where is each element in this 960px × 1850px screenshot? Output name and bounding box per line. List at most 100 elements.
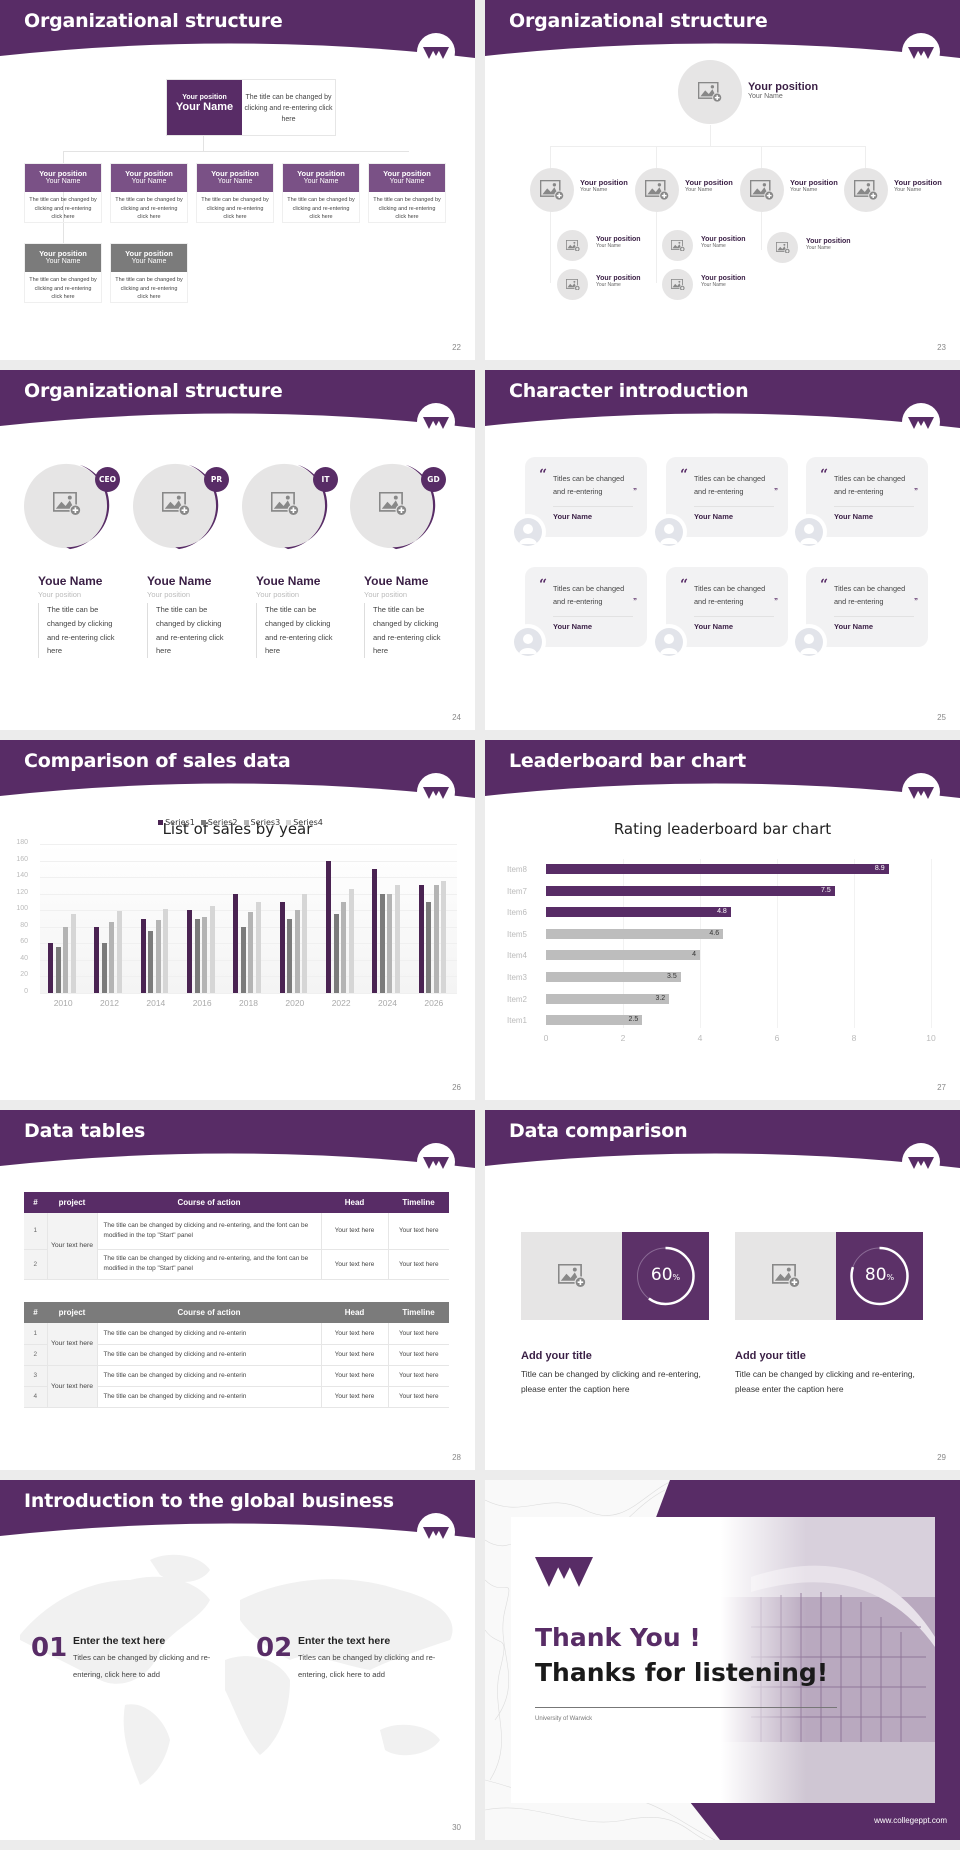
card-position: Your position [125, 169, 173, 178]
connector-line [63, 151, 409, 152]
level3-photo-placeholder[interactable] [662, 269, 693, 300]
avatar[interactable] [651, 624, 687, 660]
head-cell: Your text here [321, 1365, 389, 1387]
table-row[interactable]: 1 Your text here The title can be changed … [24, 1323, 449, 1366]
level2-photo-placeholder[interactable] [635, 168, 679, 212]
level2-photo-placeholder[interactable] [844, 168, 888, 212]
image-placeholder[interactable] [735, 1232, 836, 1320]
divider [834, 506, 914, 507]
bar-value-label: 3.5 [667, 973, 677, 980]
level2-photo-placeholder[interactable] [740, 168, 784, 212]
image-placeholder-icon [565, 278, 580, 291]
gridline [40, 860, 457, 862]
org-card[interactable]: Your position Your Name The title can be … [110, 243, 188, 303]
avatar[interactable] [510, 514, 546, 550]
university-name: University of Warwick [535, 1716, 593, 1722]
close-quote-icon: ” [774, 597, 778, 606]
slide-23[interactable]: Organizational structure Your position Yo… [485, 0, 960, 360]
bar [155, 920, 161, 993]
org-card[interactable]: Your position Your Name The title can be … [110, 163, 188, 223]
org-card[interactable]: Your position Your Name The title can be … [282, 163, 360, 223]
photo-placeholder[interactable] [378, 491, 408, 521]
photo-placeholder[interactable] [161, 491, 191, 521]
level3-photo-placeholder[interactable] [557, 269, 588, 300]
quote-author: Your Name [834, 622, 874, 631]
open-quote-icon: “ [680, 577, 689, 593]
person-avatar-icon [800, 524, 818, 544]
slide-header: Introduction to the global business [0, 1480, 475, 1560]
quote-card[interactable]: “ Titles can be changed and re-entering ”… [525, 457, 647, 537]
quote-author: Your Name [553, 622, 593, 631]
avatar[interactable] [651, 514, 687, 550]
y-tick: 40 [20, 954, 28, 962]
slide-31[interactable]: Thank You ! Thanks for listening! Univer… [485, 1480, 960, 1840]
image-placeholder-icon [565, 239, 580, 252]
slide-30[interactable]: Introduction to the global business 01 E… [0, 1480, 475, 1840]
quote-card[interactable]: “ Titles can be changed and re-entering ”… [666, 567, 788, 647]
page-number: 29 [937, 1453, 946, 1462]
table-row[interactable]: 4 The title can be changed by clicking an… [24, 1386, 449, 1408]
quote-text: Titles can be changed and re-entering [694, 474, 766, 496]
column-header: # [24, 1192, 47, 1213]
project-cell: Your text here [47, 1323, 98, 1366]
table-row[interactable]: 3 Your text here The title can be changed … [24, 1365, 449, 1408]
image-placeholder[interactable] [521, 1232, 622, 1320]
table-row[interactable]: 1 Your text here The title can be changed … [24, 1213, 449, 1280]
level3-photo-placeholder[interactable] [767, 232, 798, 263]
quote-card[interactable]: “ Titles can be changed and re-entering ”… [806, 567, 928, 647]
avatar[interactable] [510, 624, 546, 660]
top-photo-placeholder[interactable] [678, 60, 742, 124]
card-name: Your Name [217, 178, 253, 185]
level2-photo-placeholder[interactable] [530, 168, 574, 212]
avatar[interactable] [791, 624, 827, 660]
timeline-cell: Your text here [388, 1323, 449, 1345]
quote-card[interactable]: “ Titles can be changed and re-entering ”… [666, 457, 788, 537]
bar [546, 950, 700, 961]
website-link[interactable]: www.collegeppt.com [874, 1816, 947, 1825]
photo-placeholder[interactable] [270, 491, 300, 521]
image-placeholder-icon [540, 179, 564, 201]
bar [372, 868, 378, 993]
slide-title: Comparison of sales data [24, 750, 291, 772]
bar [48, 943, 53, 993]
progress-ring-icon [850, 1246, 909, 1306]
org-card[interactable]: Your position Your Name The title can be … [24, 243, 102, 303]
image-placeholder-icon [775, 241, 790, 254]
avatar[interactable] [791, 514, 827, 550]
slide-26[interactable]: Comparison of sales data List of sales b… [0, 740, 475, 1100]
item-title: Add your title [735, 1350, 806, 1362]
quote-card[interactable]: “ Titles can be changed and re-entering ”… [525, 567, 647, 647]
slide-27[interactable]: Leaderboard bar chart Rating leaderboard… [485, 740, 960, 1100]
level3-label: Your position Your Name [596, 236, 641, 249]
page-number: 24 [452, 713, 461, 722]
org-card[interactable]: Your position Your Name The title can be … [368, 163, 446, 223]
slide-header: Comparison of sales data [0, 740, 475, 820]
photo-placeholder[interactable] [52, 491, 82, 521]
slide-24[interactable]: Organizational structure CEO Youe Name Y… [0, 370, 475, 730]
bar [326, 860, 331, 993]
slide-header: Data tables [0, 1110, 475, 1190]
column-header: Head [321, 1302, 388, 1323]
close-quote-icon: ” [633, 487, 637, 496]
slide-28[interactable]: Data tables # project Course of action Head… [0, 1110, 475, 1470]
slide-header: Organizational structure [485, 0, 960, 80]
table-row[interactable]: 2 The title can be changed by clicking an… [24, 1344, 449, 1366]
table-row[interactable]: 2 The title can be changed by clicking an… [24, 1249, 449, 1280]
org-top-node[interactable]: Your position Your Name The title can be … [166, 79, 336, 136]
org-card[interactable]: Your position Your Name The title can be … [196, 163, 274, 223]
warwick-logo [902, 403, 940, 441]
level3-photo-placeholder[interactable] [557, 230, 588, 261]
level3-label: Your position Your Name [701, 236, 746, 249]
table-header-row: # project Course of action Head Timeline [24, 1192, 449, 1213]
gridline [40, 910, 457, 912]
org-card[interactable]: Your position Your Name The title can be … [24, 163, 102, 223]
quote-card[interactable]: “ Titles can be changed and re-entering ”… [806, 457, 928, 537]
slide-29[interactable]: Data comparison 60% Add your title Title… [485, 1110, 960, 1470]
level3-photo-placeholder[interactable] [662, 230, 693, 261]
slide-25[interactable]: Character introduction “ Titles can be c… [485, 370, 960, 730]
column-header: Course of action [97, 1302, 321, 1323]
bar [63, 926, 68, 993]
slide-22[interactable]: Organizational structure Your position Yo… [0, 0, 475, 360]
item-description: Titles can be changed by clicking and re… [73, 1653, 211, 1679]
divider [535, 1707, 837, 1708]
